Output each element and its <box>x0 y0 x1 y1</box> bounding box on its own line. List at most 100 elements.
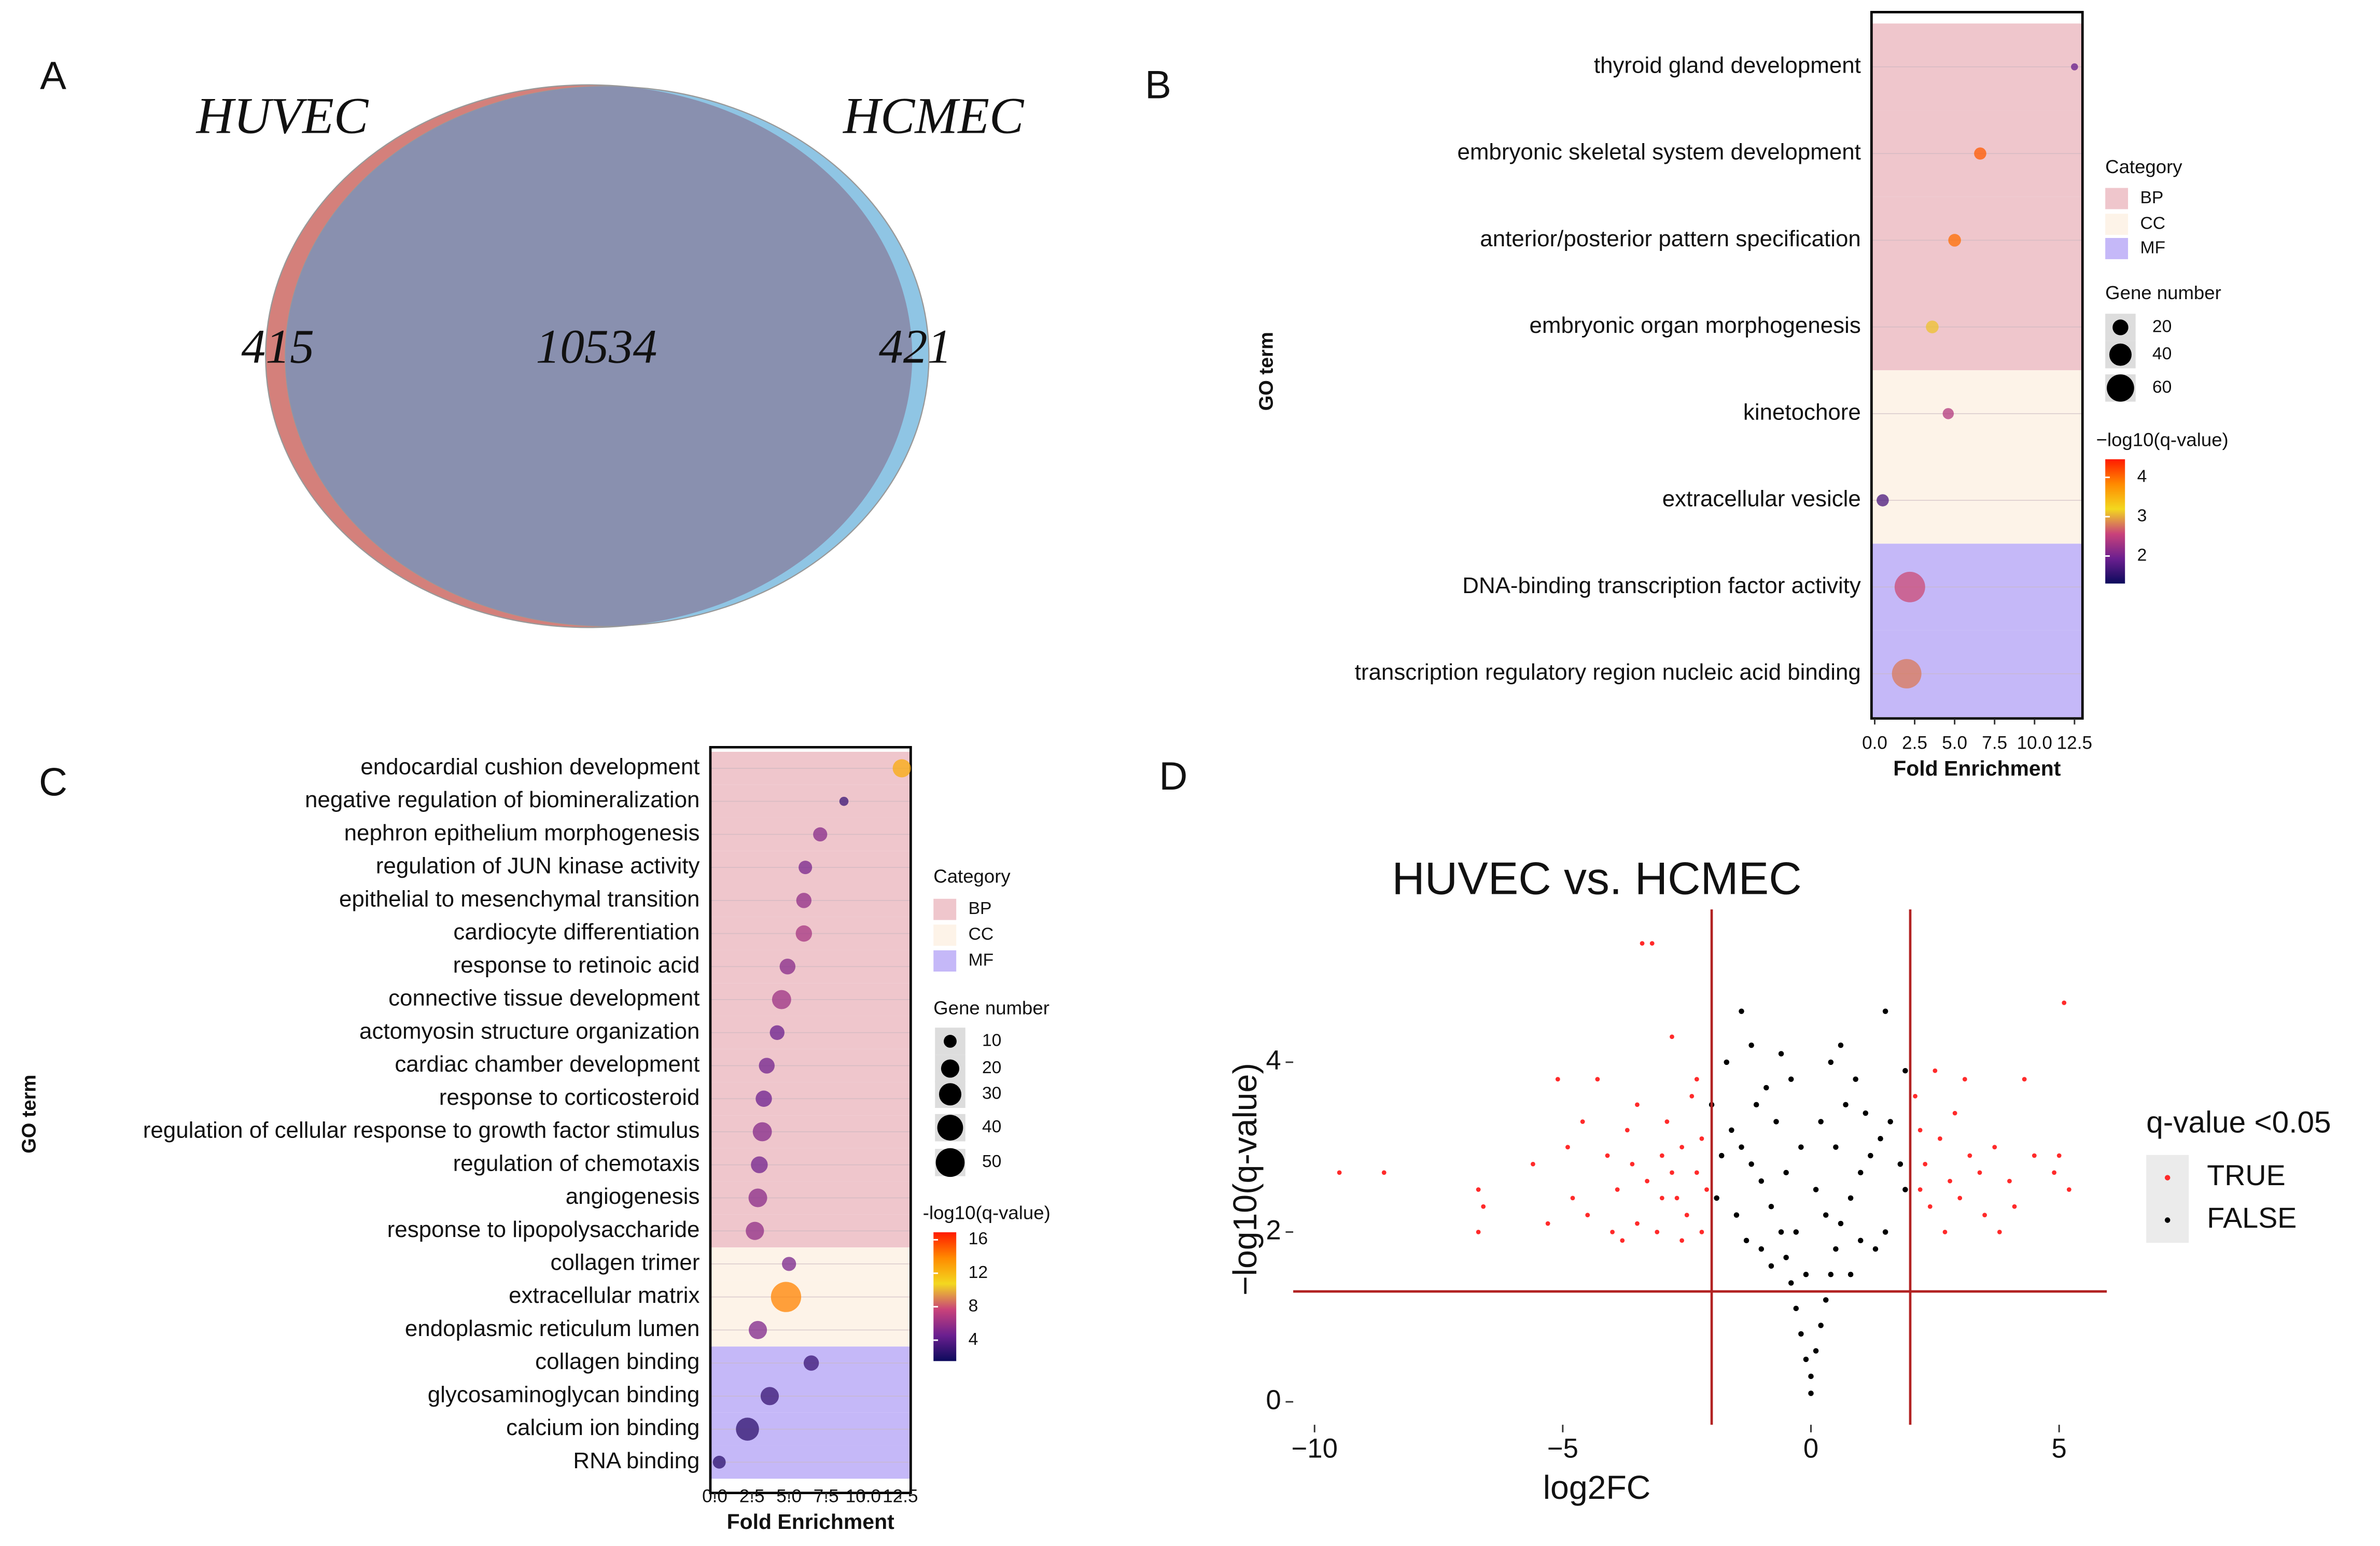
point <box>1649 941 1655 946</box>
point <box>1729 1127 1734 1133</box>
point <box>1897 1161 1903 1167</box>
x-axis-title: Fold Enrichment <box>727 1510 895 1534</box>
point <box>1917 1128 1923 1133</box>
plot-border <box>1870 11 2084 720</box>
set-label: HCMEC <box>842 87 1025 145</box>
legend-size-dot <box>2107 374 2134 402</box>
dot <box>892 759 911 778</box>
legend-label: 60 <box>2152 377 2172 397</box>
point <box>1699 1230 1704 1234</box>
point <box>1952 1111 1957 1116</box>
dot <box>779 959 796 975</box>
point <box>1773 1119 1779 1125</box>
point <box>1476 1187 1481 1192</box>
legend-swatch <box>933 924 957 946</box>
point <box>1823 1212 1829 1218</box>
point <box>1555 1077 1560 1082</box>
legend-title: Gene number <box>933 997 1049 1019</box>
panel-letter: B <box>1145 63 1171 107</box>
point <box>1481 1204 1486 1209</box>
dot <box>746 1221 764 1240</box>
point <box>1882 1229 1888 1235</box>
panel-letter: C <box>39 761 67 805</box>
point <box>1948 1178 1952 1184</box>
x-tick-label: 12.5 <box>2057 733 2092 753</box>
point <box>1670 1034 1674 1039</box>
point <box>1381 1170 1387 1175</box>
x-tick-label: 0 <box>1803 1433 1818 1464</box>
colorbar-label: 3 <box>2137 506 2147 525</box>
legend-label: BP <box>2140 188 2163 207</box>
colorbar <box>2105 459 2125 584</box>
go-term-label: cardiocyte differentiation <box>453 919 699 945</box>
point <box>1635 1102 1640 1107</box>
point <box>1714 1195 1719 1201</box>
point <box>1962 1077 1967 1082</box>
point <box>1902 1187 1908 1192</box>
x-axis-title: log2FC <box>1543 1469 1651 1506</box>
legend-swatch <box>2105 214 2129 235</box>
point <box>1699 1136 1704 1141</box>
point <box>1913 1093 1917 1099</box>
point <box>1565 1145 1570 1150</box>
legend-marker <box>2164 1175 2171 1180</box>
dot <box>803 1355 819 1371</box>
legend-swatch <box>933 898 957 920</box>
dot <box>1926 320 1939 333</box>
go-term-label: anterior/posterior pattern specification <box>1480 226 1861 251</box>
point <box>1868 1153 1873 1159</box>
point <box>2032 1153 2037 1158</box>
point <box>1828 1059 1834 1065</box>
point <box>1679 1145 1685 1150</box>
go-term-label: connective tissue development <box>388 986 699 1011</box>
dot <box>1877 494 1889 507</box>
point <box>1803 1272 1809 1277</box>
point <box>1923 1162 1928 1166</box>
dot <box>2071 63 2078 71</box>
point <box>1808 1390 1814 1396</box>
point <box>1803 1356 1809 1362</box>
dot <box>813 827 828 842</box>
point <box>1833 1144 1839 1150</box>
dot <box>795 925 813 942</box>
colorbar-label: 4 <box>969 1330 978 1349</box>
x-tick-label: −5 <box>1547 1433 1578 1464</box>
point <box>1942 1230 1948 1234</box>
point <box>1689 1093 1695 1099</box>
point <box>1857 1170 1864 1176</box>
point <box>1605 1153 1610 1158</box>
legend-label: CC <box>969 925 994 944</box>
legend-label: MF <box>2140 238 2165 257</box>
point <box>1476 1230 1481 1234</box>
point <box>1882 1008 1888 1014</box>
dot <box>751 1156 768 1173</box>
point <box>1531 1162 1535 1166</box>
panel-letter: A <box>40 54 66 98</box>
legend-size-dot <box>939 1083 962 1106</box>
dot <box>1942 408 1954 419</box>
legend-swatch <box>2105 188 2129 209</box>
point <box>1748 1042 1754 1048</box>
legend-label: 40 <box>2152 344 2172 363</box>
point <box>1783 1170 1789 1176</box>
dot <box>759 1058 775 1074</box>
point <box>1847 1195 1854 1201</box>
go-term-label: embryonic organ morphogenesis <box>1529 313 1860 338</box>
point <box>1838 1220 1844 1227</box>
point <box>1337 1170 1342 1175</box>
y-tick-label: 4 <box>1266 1045 1281 1076</box>
point <box>1808 1373 1814 1380</box>
point <box>1788 1076 1794 1082</box>
dot <box>748 1188 767 1207</box>
legend-marker <box>2164 1217 2171 1223</box>
point <box>1783 1255 1789 1260</box>
dot <box>782 1257 796 1271</box>
dot <box>839 796 849 806</box>
point <box>1917 1187 1923 1192</box>
point <box>1793 1305 1799 1312</box>
point <box>1659 1153 1664 1158</box>
point <box>1733 1212 1740 1218</box>
point <box>1679 1238 1685 1243</box>
dot <box>771 1282 802 1312</box>
count-label: 10534 <box>536 320 657 374</box>
